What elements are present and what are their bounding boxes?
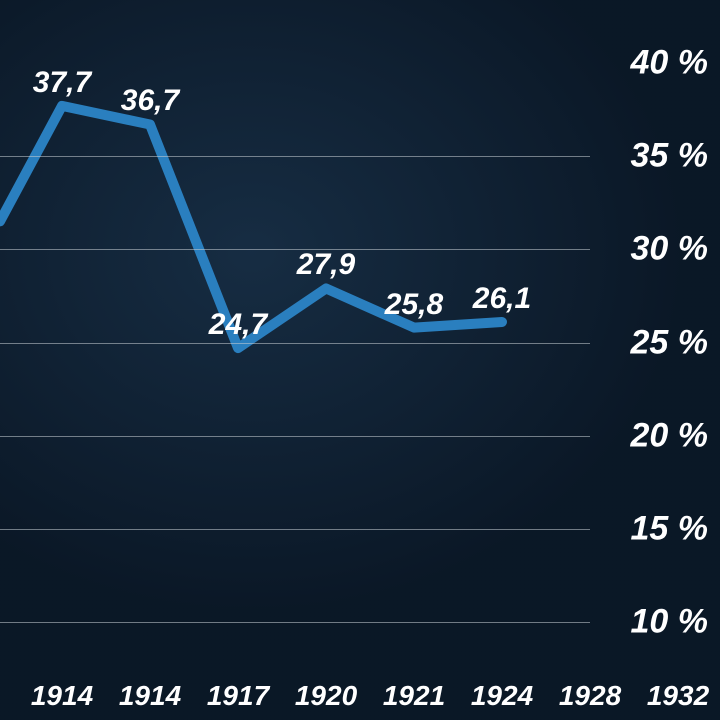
y-axis-label: 30 % <box>631 230 709 269</box>
y-axis-label: 10 % <box>631 603 709 642</box>
data-point-label: 37,7 <box>33 66 91 100</box>
x-axis-label: 1914 <box>31 680 93 712</box>
grid-line <box>0 622 590 623</box>
x-axis-label: 1914 <box>119 680 181 712</box>
x-axis-label: 1928 <box>559 680 621 712</box>
data-point-label: 26,1 <box>473 282 531 316</box>
data-point-label: 24,7 <box>209 308 267 342</box>
x-axis-label: 1932 <box>647 680 709 712</box>
data-point-label: 36,7 <box>121 84 179 118</box>
grid-line <box>0 156 590 157</box>
grid-line <box>0 529 590 530</box>
x-axis-label: 1921 <box>383 680 445 712</box>
data-point-label: 27,9 <box>297 248 355 282</box>
data-point-label: 25,8 <box>385 288 443 322</box>
x-axis-label: 1920 <box>295 680 357 712</box>
grid-line <box>0 436 590 437</box>
y-axis-label: 25 % <box>631 323 709 362</box>
y-axis-label: 40 % <box>631 44 709 83</box>
grid-line <box>0 249 590 250</box>
chart-svg <box>0 0 720 720</box>
y-axis-label: 15 % <box>631 509 709 548</box>
x-axis-label: 1917 <box>207 680 269 712</box>
y-axis-label: 35 % <box>631 137 709 176</box>
grid-line <box>0 343 590 344</box>
line-chart: 40 % 35 % 30 % 25 % 20 % 15 % 10 % 1914 1914 1917… <box>0 0 720 720</box>
y-axis-label: 20 % <box>631 416 709 455</box>
x-axis-label: 1924 <box>471 680 533 712</box>
